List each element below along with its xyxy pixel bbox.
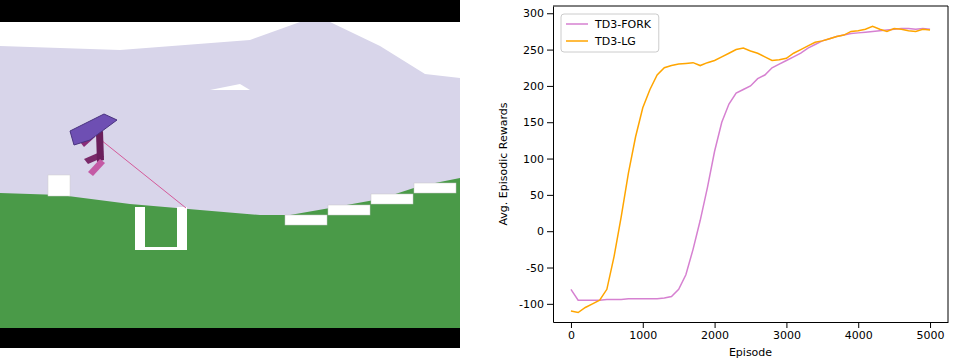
series-line [571,29,930,301]
legend: TD3-FORK TD3-LG [561,14,659,52]
x-axis-line [554,322,949,323]
y-axis-title: Avg. Episodic Rewards [497,102,510,225]
y-tick-mark [547,268,553,269]
y-tick-label: 100 [523,153,544,166]
y-tick: 50 [530,189,553,202]
sky [0,22,460,330]
y-tick-label: 250 [523,44,544,57]
y-tick-label: 150 [523,116,544,129]
x-axis: 0 1000 2000 3000 4000 5000 [554,322,949,342]
x-tick-mark [786,322,787,328]
cloud [0,22,300,50]
y-tick: 300 [523,7,553,20]
x-tick-mark [643,322,644,328]
x-tick: 5000 [917,322,945,342]
stair-step [414,183,456,193]
y-tick-label: 50 [530,189,544,202]
x-tick-mark [858,322,859,328]
x-tick: 4000 [845,322,873,342]
y-tick-mark [547,231,553,232]
y-tick-mark [547,195,553,196]
y-axis-line [553,7,554,323]
frame [948,6,949,322]
walker-hull [70,114,117,145]
y-tick: 150 [523,116,553,129]
series-line [571,26,930,312]
letterbox [0,0,460,22]
stair-step [328,205,370,215]
pit-wall [177,207,187,249]
leg [88,159,105,176]
x-tick-mark [715,322,716,328]
x-tick: 0 [568,322,575,342]
x-tick: 3000 [773,322,801,342]
frame [553,6,948,7]
pit-floor [135,247,187,250]
x-tick-mark [930,322,931,328]
chart: 0 1000 2000 3000 4000 5000 -100 -50 0 50 100 150 200… [497,6,949,359]
lidar-ray [96,136,186,208]
legend-swatch [566,23,588,25]
y-tick: -100 [519,298,553,311]
x-tick-label: 3000 [773,329,801,342]
y-tick-mark [547,13,553,14]
obstacle-box [48,175,70,196]
stair-step [371,194,413,204]
x-tick-mark [571,322,572,328]
y-tick: 100 [523,153,553,166]
y-tick-mark [547,122,553,123]
environment-illustration [0,0,460,348]
y-tick-label: -100 [519,298,544,311]
y-tick: 200 [523,80,553,93]
x-tick: 2000 [701,322,729,342]
x-tick-label: 4000 [845,329,873,342]
x-tick-label: 2000 [701,329,729,342]
y-tick: 250 [523,44,553,57]
letterbox [0,328,460,348]
y-tick: 0 [537,225,553,238]
canvas: 0 1000 2000 3000 4000 5000 -100 -50 0 50 100 150 200… [0,0,955,362]
x-axis-title: Episode [729,346,772,359]
leg [96,131,104,162]
x-tick-label: 0 [568,329,575,342]
y-tick: -50 [526,262,553,275]
cloud [210,84,250,90]
legend-label: TD3-FORK [594,18,652,31]
y-tick-mark [547,50,553,51]
stair-step [285,215,327,225]
legend-swatch [566,40,588,42]
x-tick-label: 1000 [629,329,657,342]
y-tick-label: 200 [523,80,544,93]
y-tick-mark [547,159,553,160]
y-tick-label: -50 [526,262,544,275]
y-axis: -100 -50 0 50 100 150 200 250 300 [519,7,553,323]
pit-wall [135,207,145,249]
x-tick-label: 5000 [917,329,945,342]
y-tick-label: 0 [537,225,544,238]
y-tick-mark [547,304,553,305]
cloud [330,22,460,78]
terrain [0,178,460,330]
y-tick-label: 300 [523,7,544,20]
y-tick-mark [547,86,553,87]
x-tick: 1000 [629,322,657,342]
legend-label: TD3-LG [594,35,636,48]
legend-box [561,14,659,52]
plot-area [571,26,930,312]
